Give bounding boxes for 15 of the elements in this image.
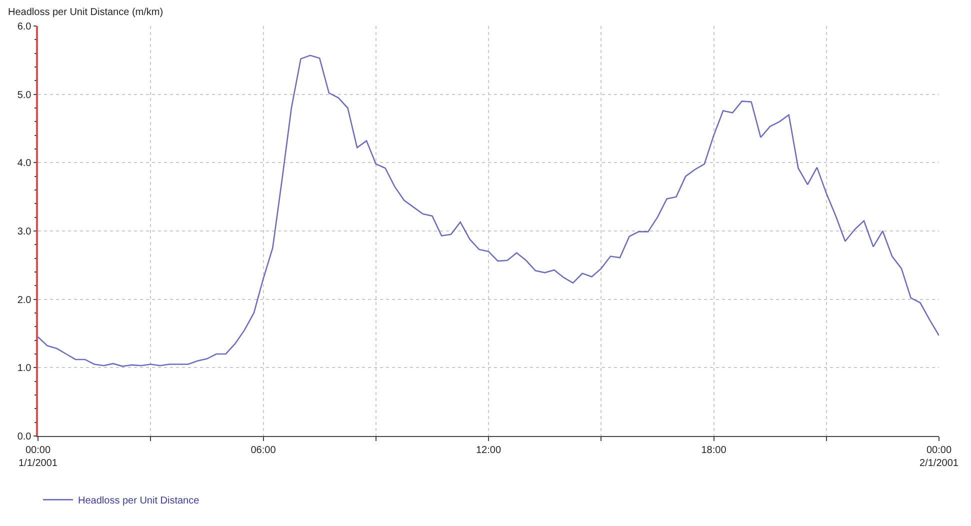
y-tick-label: 0.0 xyxy=(17,432,32,442)
legend-label: Headloss per Unit Distance xyxy=(78,496,200,507)
y-tick-label: 2.0 xyxy=(17,294,32,306)
x-tick-label: 06:00 xyxy=(250,445,276,456)
y-tick-label: 3.0 xyxy=(17,226,32,238)
x-tick-label: 12:00 xyxy=(476,445,502,456)
line-series xyxy=(38,54,939,367)
x-tick-label: 00:00 1/1/2001 xyxy=(18,445,58,469)
y-tick-label: 6.0 xyxy=(17,22,32,32)
y-tick-label: 1.0 xyxy=(17,363,32,374)
y-tick-label: 5.0 xyxy=(17,90,32,101)
x-tick-label: 00:00 2/1/2001 xyxy=(920,445,959,469)
y-axis-title: Headloss per Unit Distance (m/km) xyxy=(8,7,164,18)
y-tick-label: 4.0 xyxy=(17,158,32,170)
x-tick-label: 18:00 xyxy=(701,445,727,456)
